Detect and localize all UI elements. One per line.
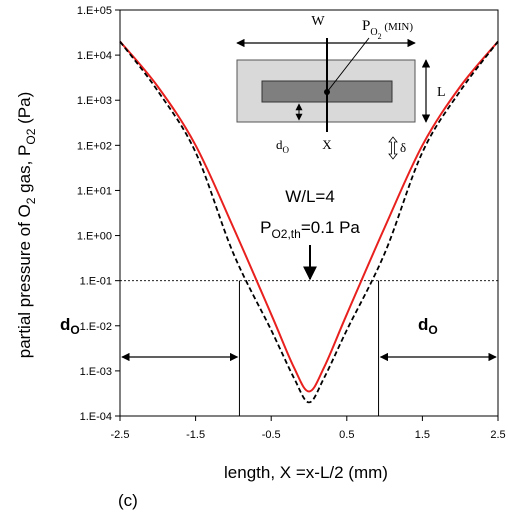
y-tick-label: 1.E-01	[80, 276, 112, 288]
series-layer	[119, 40, 499, 404]
threshold-layer	[120, 280, 498, 416]
inset-pmin-leader	[326, 37, 370, 93]
x-tick-label: -2.5	[111, 429, 130, 441]
inset-delta-arrow	[388, 136, 398, 160]
d0-label-left: dO	[60, 315, 80, 337]
y-tick-label: 1.E-04	[80, 411, 112, 423]
y-tick-label: 1.E+01	[77, 185, 112, 197]
x-axis-label: length, X =x-L/2 (mm)	[224, 463, 388, 482]
inset-pmin-label: PO2 (MIN)	[362, 18, 413, 41]
x-tick-label: 0.5	[339, 429, 354, 441]
y-tick-label: 1.E+03	[77, 95, 112, 107]
y-tick-label: 1.E-02	[80, 321, 112, 333]
threshold-annotation: PO2,th=0.1 Pa	[260, 218, 360, 241]
x-tick-label: 1.5	[415, 429, 430, 441]
inset-d0-label: dO	[276, 137, 290, 155]
inset-schematic: W PO2 (MIN) L X dO δ	[236, 14, 446, 160]
y-tick-label: 1.E-03	[80, 366, 112, 378]
inset-x-label: X	[322, 137, 332, 152]
x-tick-label: -1.5	[186, 429, 205, 441]
y-tick-label: 1.E+05	[77, 5, 112, 17]
x-tick-label: 2.5	[490, 429, 505, 441]
inset-delta-label: δ	[400, 140, 406, 155]
y-tick-label: 1.E+02	[77, 140, 112, 152]
d0-label-right: dO	[418, 315, 438, 337]
figure-label: (c)	[118, 491, 138, 510]
y-tick-label: 1.E+00	[77, 231, 112, 243]
y-axis-label: partial pressure of O2 gas, PO2 (Pa)	[15, 92, 38, 358]
y-tick-label: 1.E+04	[77, 50, 112, 62]
inset-w-label: W	[311, 14, 325, 29]
ratio-annotation: W/L=4	[285, 187, 335, 206]
plot-area-frame	[119, 9, 499, 417]
x-tick-label: -0.5	[262, 429, 281, 441]
tick-layer: 1.E-04 1.E-03 1.E-02 1.E-01 1.E+00 1.E+01 1.E+…	[77, 5, 506, 441]
series-line-solid	[119, 40, 499, 393]
series-line-dashed	[119, 40, 499, 404]
inset-l-label: L	[437, 85, 446, 100]
